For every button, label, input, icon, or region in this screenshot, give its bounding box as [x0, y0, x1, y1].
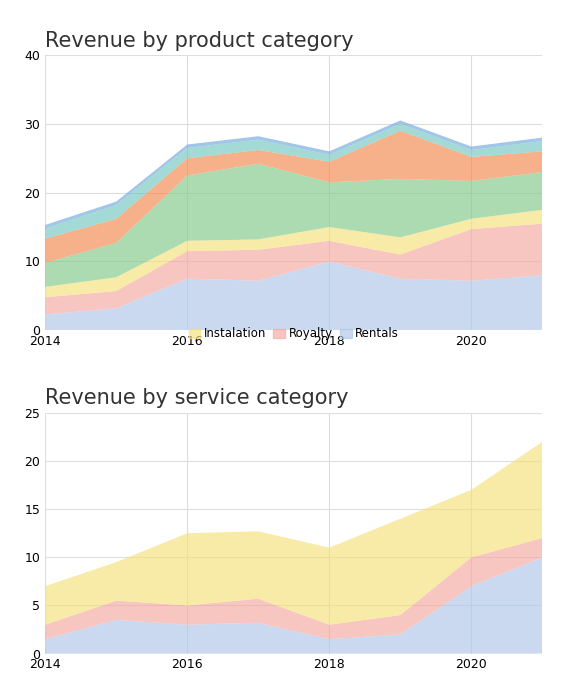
Text: Revenue by product category: Revenue by product category: [45, 31, 354, 51]
Legend: Instalation, Royalty, Rentals: Instalation, Royalty, Rentals: [189, 327, 399, 340]
Text: Revenue by service category: Revenue by service category: [45, 389, 349, 409]
